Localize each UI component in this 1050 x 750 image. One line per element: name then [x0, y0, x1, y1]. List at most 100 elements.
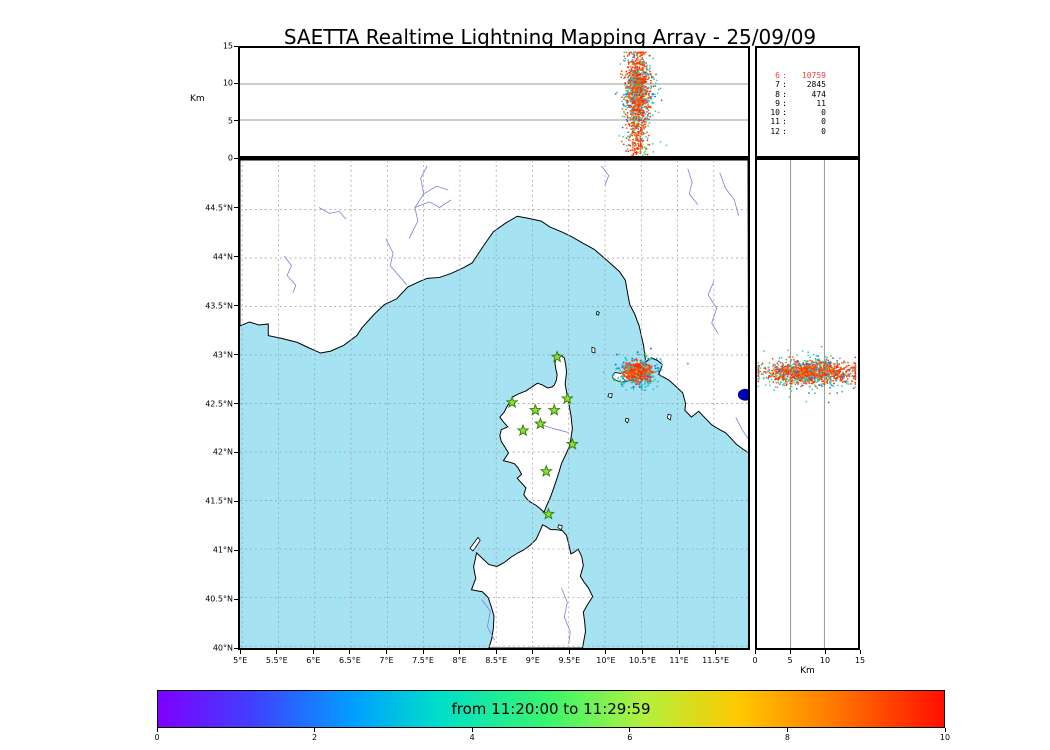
- longitude-tick: [605, 650, 607, 654]
- small-island: [591, 346, 596, 354]
- longitude-tick: [459, 650, 461, 654]
- longitude-tick: [568, 650, 570, 654]
- longitude-tick-label: 5.5°E: [265, 656, 288, 665]
- station-star-marker: [550, 350, 564, 363]
- longitude-tick-label: 7°E: [379, 656, 394, 665]
- source-count-value: 0: [821, 126, 826, 136]
- small-island: [624, 417, 630, 424]
- longitude-tick-label: 8°E: [452, 656, 467, 665]
- station-star-marker: [516, 423, 530, 437]
- source-count-row: 8: 474: [767, 90, 858, 99]
- source-count-legend: 6: 10759 7:2845 8:474 9:11 10:0 11:0 12:0: [755, 46, 860, 158]
- altitude-tick: [234, 120, 238, 122]
- colorbar-tick: [156, 728, 158, 732]
- latitude-tick-label: 40.5°N: [205, 594, 233, 604]
- source-count-row: 7: 2845: [767, 80, 858, 89]
- longitude-tick-label: 7.5°E: [412, 656, 434, 665]
- river: [481, 599, 496, 641]
- source-count-value: 0: [821, 117, 826, 127]
- longitude-tick: [678, 650, 680, 654]
- source-count-value: 10759: [801, 71, 826, 80]
- river: [318, 207, 347, 220]
- longitude-tick-label: 5°E: [233, 656, 248, 665]
- longitude-tick: [239, 650, 241, 654]
- latitude-tick-label: 44°N: [212, 252, 233, 262]
- altitude-axis-label-right: Km: [800, 666, 815, 676]
- longitude-tick: [495, 650, 497, 654]
- colorbar-tick-label: 10: [939, 733, 951, 742]
- altitude-tick: [234, 45, 238, 47]
- colorbar-tick: [471, 728, 473, 732]
- latitude-tick: [234, 354, 238, 356]
- latitude-tick: [234, 256, 238, 258]
- station-count: 9: [775, 98, 780, 108]
- latitude-tick-label: 43.5°N: [205, 301, 233, 311]
- altitude-tick: [754, 650, 756, 654]
- latitude-tick-label: 44.5°N: [205, 203, 233, 213]
- latitude-tick-label: 42°N: [212, 447, 233, 457]
- source-count-row: 10: 0: [767, 108, 858, 117]
- landmasses: [240, 160, 748, 648]
- lightning-points-altitude-latitude: [757, 345, 857, 404]
- separator: :: [782, 71, 787, 80]
- altitude-tick: [789, 650, 791, 654]
- source-count-row: 9: 11: [767, 99, 858, 108]
- altitude-tick-label: 10: [819, 656, 831, 665]
- station-star-marker: [560, 391, 574, 405]
- latitude-tick-label: 41°N: [212, 545, 233, 555]
- river: [561, 587, 571, 645]
- latitude-tick-label: 41.5°N: [205, 496, 233, 506]
- longitude-tick: [422, 650, 424, 654]
- latitude-tick: [234, 403, 238, 404]
- station-count: 10: [770, 108, 780, 118]
- altitude-tick-label: 5: [787, 656, 793, 665]
- latitude-tick: [234, 647, 238, 649]
- small-island: [557, 524, 563, 531]
- station-count: 12: [770, 126, 780, 136]
- latitude-tick: [234, 207, 238, 209]
- time-colorbar: from 11:20:00 to 11:29:59: [157, 690, 945, 728]
- latitude-tick-label: 42.5°N: [205, 399, 233, 408]
- river: [735, 416, 748, 439]
- altitude-tick: [234, 157, 238, 159]
- lightning-points-altitude-longitude: [614, 51, 668, 156]
- map-plot: [240, 160, 748, 648]
- source-count-row: 12: 0: [767, 127, 858, 136]
- small-island: [666, 413, 672, 421]
- rivers: [283, 165, 748, 645]
- altitude-tick-label: 15: [222, 41, 233, 51]
- longitude-tick-label: 6°E: [306, 656, 321, 665]
- colorbar-tick: [314, 728, 316, 732]
- sardinia-island: [470, 524, 594, 648]
- altitude-latitude-plot: [757, 160, 857, 648]
- latitude-tick: [234, 305, 238, 307]
- latitude-tick: [234, 598, 238, 600]
- longitude-tick-label: 10.5°E: [629, 656, 656, 665]
- longitude-tick-label: 11°E: [669, 656, 689, 665]
- longitude-tick: [385, 650, 387, 654]
- station-count: 6: [775, 71, 780, 80]
- colorbar-tick-label: 8: [784, 733, 790, 742]
- figure-title: SAETTA Realtime Lightning Mapping Array …: [283, 25, 817, 49]
- station-star-marker: [505, 395, 519, 409]
- altitude-tick-label: 15: [854, 656, 866, 665]
- colorbar-tick-label: 4: [469, 733, 475, 742]
- lightning-points-map: [602, 347, 689, 392]
- altitude-latitude-panel: [755, 158, 860, 650]
- river: [687, 168, 699, 205]
- river: [408, 165, 428, 239]
- river: [414, 199, 452, 208]
- latitude-tick: [234, 451, 238, 453]
- station-star-marker: [539, 464, 553, 477]
- river: [541, 424, 569, 434]
- source-count-row: 6: 10759: [767, 71, 858, 80]
- source-count-row: 11: 0: [767, 117, 858, 126]
- small-island: [469, 536, 481, 552]
- station-markers: [505, 350, 579, 520]
- colorbar-tick: [786, 728, 788, 732]
- altitude-tick: [824, 650, 826, 654]
- latitude-tick: [234, 500, 238, 502]
- latitude-tick: [234, 549, 238, 551]
- colorbar-tick: [629, 728, 631, 732]
